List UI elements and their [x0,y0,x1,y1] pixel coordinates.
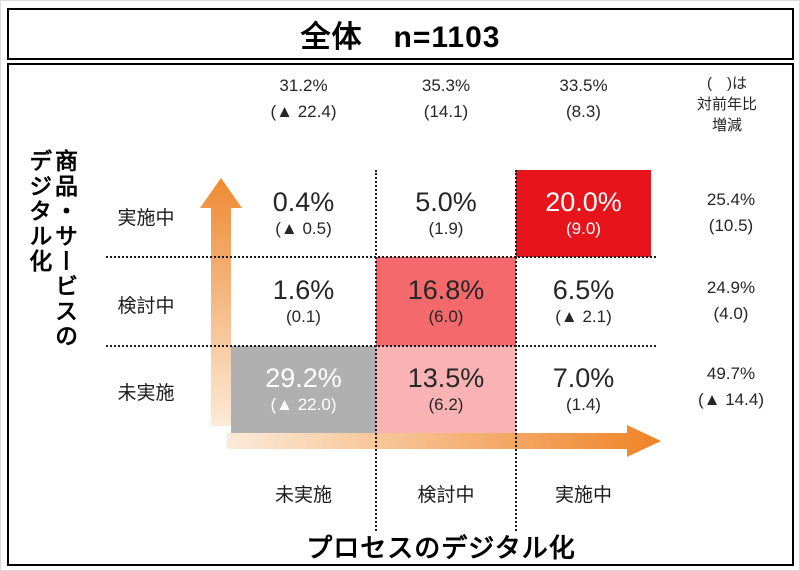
cell-delta: (▲ 0.5) [275,219,332,239]
row-total-2-pct: 24.9% [706,278,756,297]
row-label-1: 実施中 [117,208,175,229]
row-total-2-delta: (4.0) [713,303,749,323]
row-label-3: 未実施 [117,383,175,404]
cell-delta: (6.0) [428,307,464,327]
matrix-cell-r1c1: 0.4% (▲ 0.5) [231,170,376,257]
grid-hline-1 [106,256,656,258]
col-total-1: 31.2% (▲ 22.4) [231,73,376,124]
cell-value: 13.5% [407,362,485,393]
row-total-3-delta: (▲ 14.4) [698,389,764,409]
cell-value: 29.2% [265,362,342,393]
col-total-3-pct: 33.5% [559,76,608,95]
matrix-cell-r3c2-highlight-pink: 13.5% (6.2) [376,346,516,433]
col-total-2: 35.3% (14.1) [376,73,516,124]
cell-value: 5.0% [415,186,477,217]
matrix-cell-r2c3: 6.5% (▲ 2.1) [516,257,651,346]
y-axis-arrow [200,178,242,426]
chart-title-box: 全体 n=1103 [7,8,794,60]
matrix-cell-r2c1: 1.6% (0.1) [231,257,376,346]
y-axis-title: 商品・サービスの デジタル化 [25,149,78,349]
cell-delta: (▲ 2.1) [555,307,612,327]
cell-delta: (9.0) [566,219,601,239]
row-total-1-delta: (10.5) [708,215,754,235]
col-total-1-pct: 31.2% [279,76,328,95]
cell-value: 1.6% [272,274,335,305]
col-total-3: 33.5% (8.3) [516,73,651,124]
cell-value: 6.5% [552,274,615,305]
cell-delta: (1.4) [566,395,601,415]
cell-value: 16.8% [407,274,485,305]
x-axis-title: プロセスのデジタル化 [306,533,576,563]
matrix-cell-r3c3: 7.0% (1.4) [516,346,651,433]
col-label-1: 未実施 [274,485,332,506]
matrix-cell-r1c2: 5.0% (1.9) [376,170,516,257]
cell-delta: (1.9) [428,219,464,239]
row-total-1: 25.4% (10.5) [666,187,796,238]
cell-value: 7.0% [552,362,615,393]
col-total-3-delta: (8.3) [566,101,601,121]
cell-delta: (▲ 22.0) [270,395,337,415]
legend-note: ( )は 対前年比 増減 [696,75,757,134]
x-axis-arrow [227,425,661,457]
cell-value: 20.0% [545,186,622,217]
row-total-3: 49.7% (▲ 14.4) [666,361,796,412]
col-label-3: 実施中 [554,485,612,506]
row-total-1-pct: 25.4% [706,190,756,209]
cell-delta: (6.2) [428,395,464,415]
grid-hline-2 [106,345,656,347]
row-total-2: 24.9% (4.0) [666,275,796,326]
cell-delta: (0.1) [286,307,321,327]
col-total-2-pct: 35.3% [421,76,471,95]
grid-vline-2 [515,170,517,531]
col-label-2: 検討中 [417,485,475,506]
col-total-2-delta: (14.1) [423,101,469,121]
matrix-cell-r2c2-highlight-salmon: 16.8% (6.0) [376,257,516,346]
col-total-1-delta: (▲ 22.4) [270,101,337,121]
matrix-cell-r1c3-highlight-red: 20.0% (9.0) [516,170,651,257]
matrix-cell-r3c1-highlight-gray: 29.2% (▲ 22.0) [231,346,376,433]
cell-value: 0.4% [272,186,335,217]
chart-title: 全体 n=1103 [300,21,501,54]
row-label-2: 検討中 [117,296,175,317]
row-total-3-pct: 49.7% [706,364,756,383]
grid-vline-1 [375,170,377,531]
